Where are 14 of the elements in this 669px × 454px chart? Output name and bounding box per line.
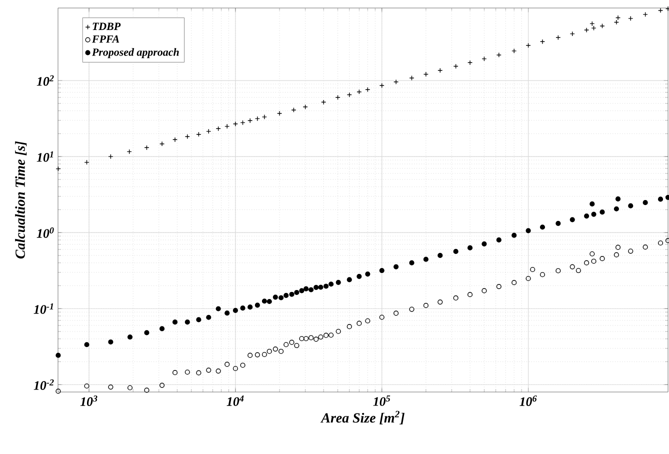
legend-label: TDBP	[92, 22, 121, 30]
y-tick-label: 10$^{-1}$	[34, 303, 54, 314]
x-axis-title: Area Size [m$^{2}$]	[320, 410, 404, 424]
y-tick-label: 10$^{1}$	[36, 151, 54, 162]
y-tick-label: 10$^{0}$	[36, 227, 54, 238]
y-tick-label: 10$^{2}$	[36, 75, 54, 86]
y-tick-label: 10$^{-2}$	[34, 379, 54, 390]
x-tick-label: 10$^{6}$	[520, 396, 537, 406]
legend-label: Proposed approach	[92, 48, 179, 58]
x-tick-label: 10$^{4}$	[226, 396, 244, 406]
x-tick-label: 10$^{3}$	[80, 396, 98, 406]
y-axis-title: Calcualtion Time [s]	[15, 141, 27, 259]
legend-label: FPFA	[92, 35, 120, 43]
x-tick-label: 10$^{5}$	[373, 396, 390, 406]
